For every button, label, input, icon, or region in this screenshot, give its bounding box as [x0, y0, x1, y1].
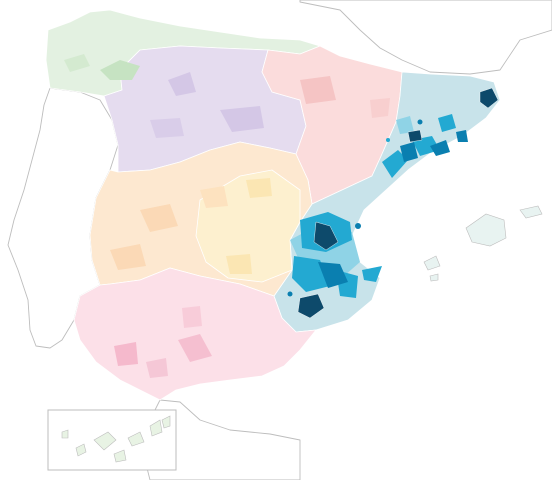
cyl-mun-2: [220, 106, 264, 132]
france-outline: [299, 0, 552, 75]
aragon-mun-1: [300, 76, 336, 104]
canary-island-6: [149, 419, 163, 437]
andalusia-mun-4: [146, 358, 168, 378]
balearic-islands: [423, 205, 543, 282]
ibiza: [423, 255, 441, 271]
canary-island-5: [127, 431, 145, 447]
municipality-shading-layer: [64, 54, 390, 378]
valencia-mid-4: [362, 266, 382, 282]
catalonia-point-1: [417, 119, 423, 125]
clm-mun-3: [200, 186, 228, 208]
clm-mun-2: [110, 244, 146, 270]
andalusia-mun-3: [182, 306, 202, 328]
andalusia-mun-2: [178, 334, 212, 362]
center-mun-2: [226, 254, 252, 274]
canary-islands-inset: [47, 409, 177, 471]
clm-mun-1: [140, 204, 178, 232]
canary-island-4: [113, 449, 127, 463]
catalonia-darkest-1: [407, 129, 423, 143]
canary-island-1: [61, 429, 69, 439]
north-mun-2: [64, 54, 90, 72]
cyl-mun-3: [150, 118, 184, 138]
valencia-point-1: [355, 223, 361, 229]
canary-island-2: [75, 443, 87, 457]
catalonia-strong-2: [430, 140, 450, 156]
canary-island-3: [93, 431, 117, 451]
aragon-mun-2: [370, 98, 390, 118]
mallorca: [465, 213, 507, 247]
catalonia-mid-1: [382, 150, 408, 178]
canary-island-7: [161, 415, 171, 429]
coastline-layer: [7, 0, 552, 480]
valencia-darkest-2: [297, 293, 325, 319]
catalonia-mid-3: [438, 114, 456, 132]
cyl-mun-1: [168, 72, 196, 96]
catalonia-point-2: [386, 138, 390, 142]
catalonia-light-1: [396, 116, 414, 134]
catalonia-strong-3: [456, 130, 468, 142]
catalonia-strong-1: [400, 142, 418, 162]
andalusia-mun-1: [114, 342, 138, 366]
valencia-strong-1: [318, 262, 348, 288]
center-mun-1: [246, 178, 272, 198]
north-mun-1: [100, 60, 140, 80]
valencia-darkest-1: [313, 221, 339, 251]
catalonia-darkest-2: [479, 87, 499, 109]
formentera: [429, 273, 439, 282]
valencia-point-2: [287, 291, 293, 297]
highlight-layer: [287, 87, 499, 319]
menorca: [519, 205, 543, 219]
region-andalusia-murcia: [73, 267, 317, 401]
